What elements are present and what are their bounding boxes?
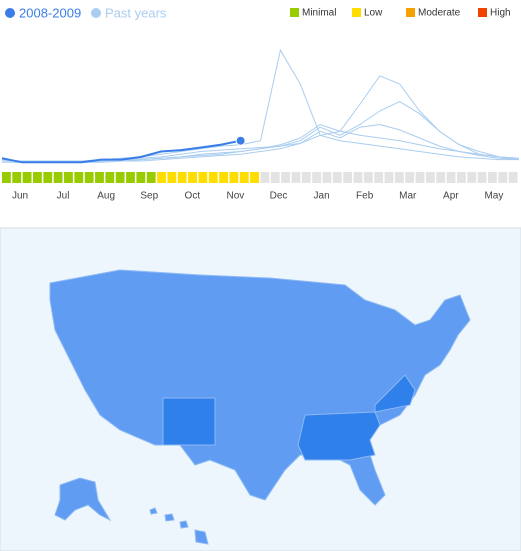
activity-cell [487,172,497,183]
activity-cell [436,172,446,183]
month-label: Jan [314,191,330,202]
past-year-line [2,123,520,163]
activity-cell [167,172,177,183]
activity-cell [322,172,332,183]
activity-cell [22,172,32,183]
month-label: May [484,191,503,202]
activity-cell [281,172,291,183]
activity-swatch [352,8,361,17]
activity-cell [291,172,301,183]
activity-label: Minimal [302,8,336,19]
hawaii-4 [194,529,209,545]
activity-cell [105,172,115,183]
activity-cell [146,172,156,183]
activity-label: High [490,8,511,19]
activity-cell [270,172,280,183]
month-label: Jul [57,191,70,202]
activity-cell [260,172,270,183]
southeast-states [297,411,381,461]
activity-cell [456,172,466,183]
activity-cell [12,172,22,183]
month-label: Dec [270,191,288,202]
activity-cell [219,172,228,183]
month-label: Jun [12,191,28,202]
activity-cell [467,172,477,183]
activity-cell [43,172,53,183]
activity-cell [126,172,135,183]
hawaii-3 [179,520,189,529]
activity-cell [95,172,104,183]
activity-cell [229,172,239,183]
activity-cell [64,172,73,183]
past-year-line [1,48,519,162]
month-label: Feb [356,191,374,202]
activity-cell [343,172,353,183]
activity-cell [198,172,208,183]
activity-cell [250,172,259,183]
activity-cell [353,172,363,183]
activity-cell [415,172,425,183]
activity-cell [312,172,322,183]
activity-cell [405,172,415,183]
month-label: Aug [97,191,115,202]
hawaii-2 [164,513,175,522]
month-label: Mar [399,191,417,202]
activity-cell [33,172,42,183]
activity-label: Low [364,8,383,19]
activity-cell [508,172,518,183]
month-label: Sep [140,191,158,202]
activity-cell [136,172,146,183]
legend-label: 2008-2009 [19,5,81,20]
month-label: Oct [185,191,201,202]
activity-cell [188,172,197,183]
activity-cell [208,172,218,183]
hawaii-1 [149,507,158,515]
new-mexico [162,397,216,446]
past-year-line [2,123,520,163]
activity-cell [2,172,11,183]
legend-dot [5,8,15,18]
activity-cell [477,172,487,183]
activity-cell [446,172,456,183]
activity-cell [425,172,435,183]
alaska [54,477,112,522]
month-label: Apr [443,191,459,202]
activity-swatch [406,8,415,17]
activity-cell [74,172,84,183]
activity-cell [157,172,166,183]
activity-cell [498,172,508,183]
legend-dot [91,8,101,18]
activity-cell [332,172,342,183]
activity-cell [177,172,187,183]
activity-cell [394,172,404,183]
legend-label: Past years [105,5,167,20]
activity-cell [301,172,311,183]
season-line [1,139,241,164]
us-map [49,269,471,545]
activity-cell [84,172,94,183]
past-year-line [2,100,520,162]
activity-label: Moderate [418,8,461,19]
activity-cell [384,172,394,183]
activity-swatch [478,8,487,17]
activity-cell [239,172,249,183]
activity-cell [363,172,373,183]
activity-cell [115,172,125,183]
virginia-carolina [374,374,416,413]
current-point [235,135,246,146]
activity-cell [374,172,384,183]
activity-swatch [290,8,299,17]
month-label: Nov [227,191,245,202]
activity-cell [53,172,63,183]
